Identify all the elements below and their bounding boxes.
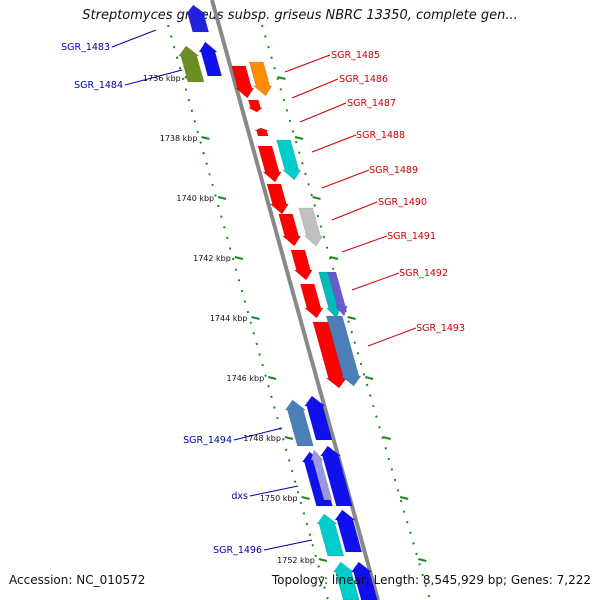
gene-arrow-sgr_1496[interactable] xyxy=(316,513,345,557)
ruler-tick xyxy=(329,256,339,260)
gene-label-sgr_1496[interactable]: SGR_1496 xyxy=(213,545,262,556)
left-guide-line xyxy=(167,24,329,600)
gene-label-dxs[interactable]: dxs xyxy=(231,491,248,502)
gene-labels[interactable]: SGR_1483 SGR_1484 SGR_1485 SGR_1486 SGR_1487… xyxy=(61,42,465,556)
gene-label-sgr_1488[interactable]: SGR_1488 xyxy=(356,130,405,141)
ruler-label: 1740 kbp xyxy=(176,194,214,203)
ruler-labels: 1736 kbp 1738 kbp 1740 kbp 1742 kbp 1744 kbp… xyxy=(143,74,315,565)
gene-label-sgr_1492[interactable]: SGR_1492 xyxy=(399,268,448,279)
label-connector xyxy=(291,78,339,99)
label-connector xyxy=(249,485,299,497)
ruler-label: 1748 kbp xyxy=(243,434,281,443)
gene-label-sgr_1483[interactable]: SGR_1483 xyxy=(61,42,110,53)
ruler-tick xyxy=(267,376,277,380)
label-connectors xyxy=(111,29,417,551)
gene-arrow-sgr_1490[interactable] xyxy=(278,213,302,247)
gene-arrow-sgr_1488-b[interactable] xyxy=(276,139,302,181)
gene-arrow-sgr_1493-b[interactable] xyxy=(325,315,362,387)
gene-label-sgr_1494[interactable]: SGR_1494 xyxy=(183,435,232,446)
ruler-label: 1750 kbp xyxy=(260,494,298,503)
gene-arrow-sgr_1486[interactable] xyxy=(248,61,273,97)
ruler-tick xyxy=(399,496,409,500)
gene-label-sgr_1490[interactable]: SGR_1490 xyxy=(378,197,427,208)
gene-arrow-sgr_1487-b[interactable] xyxy=(254,127,269,137)
label-connector xyxy=(331,201,378,221)
gene-arrow-sgr_1483[interactable] xyxy=(185,4,210,33)
gene-arrow-sgr_1494[interactable] xyxy=(284,399,314,447)
gene-label-sgr_1486[interactable]: SGR_1486 xyxy=(339,74,388,85)
ruler-label: 1746 kbp xyxy=(227,374,265,383)
label-connector xyxy=(233,427,283,441)
ruler-label: 1738 kbp xyxy=(160,134,198,143)
gene-arrow-sgr_1488[interactable] xyxy=(257,145,282,183)
gene-arrow-sgr_1492-c[interactable] xyxy=(327,271,348,317)
label-connector xyxy=(341,235,388,253)
gene-arrow-dxs-b[interactable] xyxy=(319,445,353,507)
accession-text: Accession: NC_010572 xyxy=(9,573,146,587)
label-connector xyxy=(124,69,183,86)
gene-arrow-sgr_1491[interactable] xyxy=(290,249,313,281)
gene-arrow-sgr_1496-b[interactable] xyxy=(334,509,363,553)
ruler-tick xyxy=(251,316,260,320)
gene-label-sgr_1485[interactable]: SGR_1485 xyxy=(331,50,380,61)
label-connector xyxy=(367,327,417,347)
gene-label-sgr_1484[interactable]: SGR_1484 xyxy=(74,80,123,91)
ruler-tick xyxy=(318,558,328,562)
ruler-tick xyxy=(301,496,310,500)
gene-arrow-sgr_1492[interactable] xyxy=(299,283,324,319)
genome-backbone xyxy=(210,0,380,600)
ruler-label: 1744 kbp xyxy=(210,314,248,323)
ruler-tick xyxy=(284,436,294,440)
ruler-tick xyxy=(277,76,286,80)
ruler-tick xyxy=(382,436,391,440)
ruler-tick xyxy=(347,316,356,320)
gene-arrow-sgr_1487[interactable] xyxy=(247,99,264,113)
ruler-tick xyxy=(217,196,227,200)
label-connector xyxy=(299,102,347,123)
label-connector xyxy=(111,29,157,48)
gene-label-sgr_1487[interactable]: SGR_1487 xyxy=(347,98,396,109)
gene-arrow-sgr_1484[interactable] xyxy=(178,45,205,83)
gene-arrow-sgr_1484-b[interactable] xyxy=(198,41,223,77)
gene-arrow-sgr_1489[interactable] xyxy=(266,183,289,215)
ruler-ticks xyxy=(184,76,427,562)
ruler-label: 1742 kbp xyxy=(193,254,231,263)
gene-label-sgr_1493[interactable]: SGR_1493 xyxy=(416,323,465,334)
label-connector xyxy=(284,54,331,73)
label-connector xyxy=(351,272,400,291)
ruler-tick xyxy=(294,136,304,140)
gene-label-sgr_1491[interactable]: SGR_1491 xyxy=(387,231,436,242)
genome-summary-text: Topology: linear; Length: 8,545,929 bp; … xyxy=(271,573,591,587)
ruler-label: 1736 kbp xyxy=(143,74,181,83)
ruler-tick xyxy=(312,196,321,200)
gene-label-sgr_1489[interactable]: SGR_1489 xyxy=(369,165,418,176)
ruler-tick xyxy=(364,376,374,380)
gene-arrow-sgr_1485[interactable] xyxy=(231,65,255,99)
ruler-tick xyxy=(234,256,244,260)
gene-arrow-dxs-c[interactable] xyxy=(310,449,333,501)
gene-arrows xyxy=(178,4,378,600)
label-connector xyxy=(321,169,370,189)
ruler-tick xyxy=(418,558,427,562)
gene-arrow-sgr_1494-b[interactable] xyxy=(304,395,333,441)
gene-arrow-sgr_1497-b[interactable] xyxy=(350,561,378,600)
label-connector xyxy=(263,539,313,551)
right-guide-line xyxy=(261,24,431,600)
ruler-label: 1752 kbp xyxy=(277,556,315,565)
gene-arrow-sgr_1490-b[interactable] xyxy=(298,207,324,247)
ruler-tick xyxy=(201,136,210,140)
label-connector xyxy=(311,134,357,153)
